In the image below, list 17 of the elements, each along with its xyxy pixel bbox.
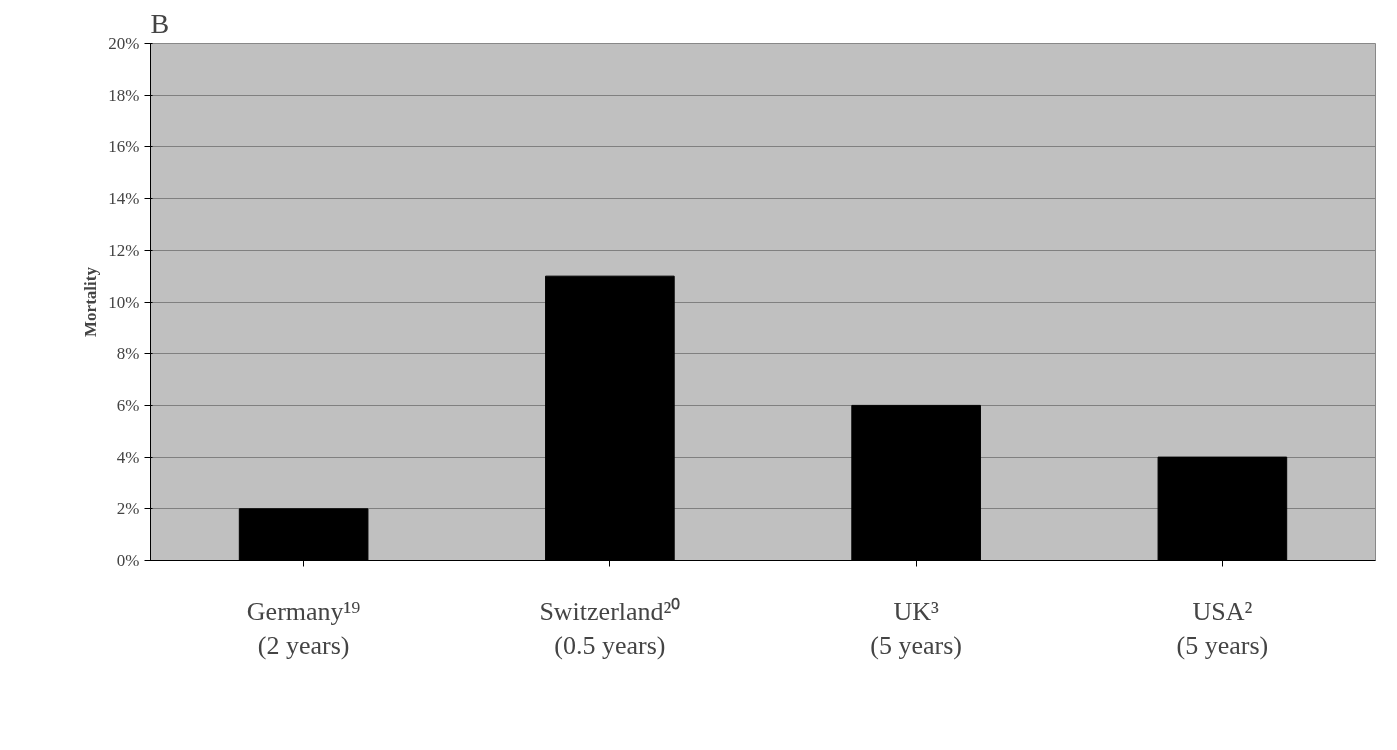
y-tick-label: 6%: [116, 395, 140, 415]
x-tick-label: USA² (5 years): [1176, 596, 1269, 661]
y-axis-title: Mortality: [81, 266, 101, 337]
chart-title: B: [150, 7, 170, 39]
y-tick-label: 18%: [108, 85, 140, 105]
y-tick-label: 2%: [116, 499, 140, 519]
x-tick-label: Switzerland²⁰ (0.5 years): [539, 596, 681, 661]
x-tick-label: UK³ (5 years): [870, 596, 962, 661]
x-tick-label: Germany¹⁹ (2 years): [246, 596, 361, 661]
y-tick-label: 10%: [108, 292, 140, 312]
y-tick-label: 20%: [108, 34, 140, 53]
y-tick-label: 14%: [108, 189, 140, 209]
y-tick-label: 8%: [116, 344, 140, 364]
y-tick-label: 4%: [116, 447, 140, 467]
y-tick-label: 0%: [116, 551, 140, 570]
y-tick-label: 16%: [108, 137, 140, 157]
y-tick-label: 12%: [108, 240, 140, 260]
